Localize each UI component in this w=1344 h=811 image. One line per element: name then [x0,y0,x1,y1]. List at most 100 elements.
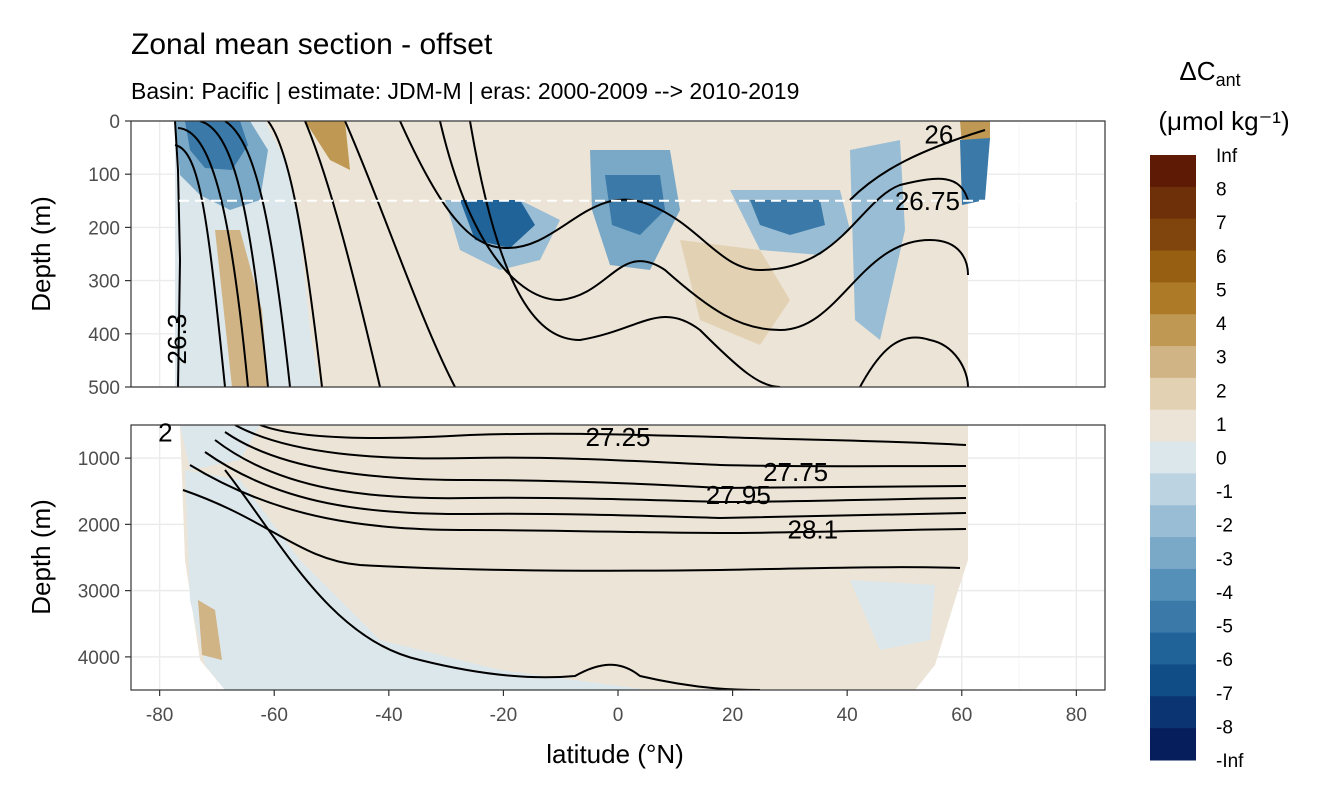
x-tick-label: -60 [261,705,288,726]
y-tick-label-top: 500 [88,378,120,399]
bottom-contour [234,425,967,468]
x-tick-label: 0 [613,705,624,726]
top-contour [859,336,969,387]
legend-label: -5 [1216,617,1233,638]
legend-swatch [1150,282,1196,315]
legend-swatch [1150,728,1196,761]
y-tick-label-top: 0 [109,112,120,133]
y-tick-label-top: 200 [88,218,120,239]
legend-label: 4 [1216,314,1227,335]
bottom-panel-contours [182,425,967,690]
legend-title-line2: (μmol kg⁻¹) [1158,106,1289,136]
bottom-field-north-cold [850,580,935,650]
legend-label: 3 [1216,348,1227,369]
legend-swatch [1150,664,1196,697]
legend-swatch [1150,600,1196,634]
bottom-contour [214,439,967,504]
contour-label-top: 26.3 [162,314,192,365]
legend-label: 5 [1216,280,1227,301]
chart-title: Zonal mean section - offset [131,28,493,61]
legend-swatch [1150,537,1196,570]
top-field-mid-core [460,200,535,248]
contour-label-top: 26 [924,119,953,149]
legend-swatch [1150,632,1196,665]
contour-label-bottom: 27.95 [706,480,771,510]
legend-label: 7 [1216,213,1227,234]
legend-label: -8 [1216,717,1233,738]
legend-swatch [1150,473,1196,506]
top-field-warm-band-2 [305,121,350,170]
x-tick-label: -20 [490,705,517,726]
bottom-contour [189,464,967,535]
legend-swatch [1150,568,1196,602]
legend-swatch [1150,250,1196,283]
y-tick-label-top: 300 [88,272,120,293]
top-field-warm-patch [680,240,790,345]
legend-label: 6 [1216,247,1227,268]
bottom-field-base [180,425,968,690]
top-panel-contours [174,121,986,387]
x-tick-label: -80 [146,705,173,726]
top-field-eq-core [605,175,665,235]
y-axis-label-top: Depth (m) [26,196,56,312]
contour-label-bottom: 27.25 [585,422,650,452]
top-field-south-core [185,121,248,170]
contour-label-top: 26.75 [895,186,960,216]
top-panel-border [130,120,1106,388]
top-contour [304,121,381,387]
legend-swatch [1150,441,1196,474]
legend-swatch [1150,377,1196,411]
top-contour [849,129,986,201]
legend-label: 2 [1216,381,1227,402]
legend-items: Inf 8 7 6 5 4 3 2 1 0 -1 -2 -3 -4 -5 -6 -7 -8 -Inf [1150,146,1244,772]
top-panel-field [175,121,990,387]
y-tick-label-top: 100 [88,165,120,186]
contour-label-bottom: 27.75 [763,457,828,487]
bottom-field-deep-cold [185,470,650,690]
contour-label-bottom: 2 [158,417,172,447]
color-legend: ΔCant (μmol kg⁻¹) Inf 8 7 6 5 4 3 2 1 0 -1 -2 -3 -4 -5… [1150,56,1290,772]
top-contour [174,144,226,387]
legend-label: -Inf [1216,751,1244,772]
legend-swatch [1150,186,1196,220]
bottom-field-shelf-cold [180,425,260,470]
legend-swatch [1150,505,1196,538]
bottom-contour [259,425,967,446]
x-tick-label: 40 [837,705,858,726]
y-tick-label-bottom: 3000 [78,582,120,603]
y-tick-label-bottom: 4000 [78,648,120,669]
top-panel-axes: 0 100 200 300 400 500 [88,112,131,399]
bottom-contour [204,451,967,520]
bottom-contour [224,469,761,690]
x-tick-label: 60 [951,705,972,726]
top-field-north-core [750,200,825,235]
bottom-field-warm-patch [198,600,222,660]
legend-label: -3 [1216,549,1233,570]
legend-label: -2 [1216,516,1233,537]
legend-label: -6 [1216,650,1233,671]
legend-label: -1 [1216,482,1233,503]
bottom-contour [182,489,961,572]
bottom-panel-axes: 1000 2000 3000 4000 [78,449,131,669]
x-axis-label: latitude (°N) [546,739,684,769]
chart-subtitle: Basin: Pacific | estimate: JDM-M | eras:… [131,78,799,104]
legend-label: -4 [1216,583,1233,604]
x-tick-label: 80 [1066,705,1087,726]
legend-label: -7 [1216,684,1233,705]
top-field-warm-band-1 [215,230,268,387]
legend-label: 8 [1216,180,1227,201]
legend-swatch [1150,155,1196,188]
legend-swatch [1150,346,1196,379]
top-contour [469,121,781,387]
y-axis-label-bottom: Depth (m) [26,499,56,615]
legend-title-line1: ΔCant [1179,56,1240,90]
legend-swatch [1150,696,1196,729]
top-contour [177,127,249,387]
legend-label: 0 [1216,449,1227,470]
top-contour [344,121,456,387]
y-tick-label-bottom: 1000 [78,449,120,470]
top-field-shelf-cold [960,138,990,205]
x-tick-label: 20 [722,705,743,726]
